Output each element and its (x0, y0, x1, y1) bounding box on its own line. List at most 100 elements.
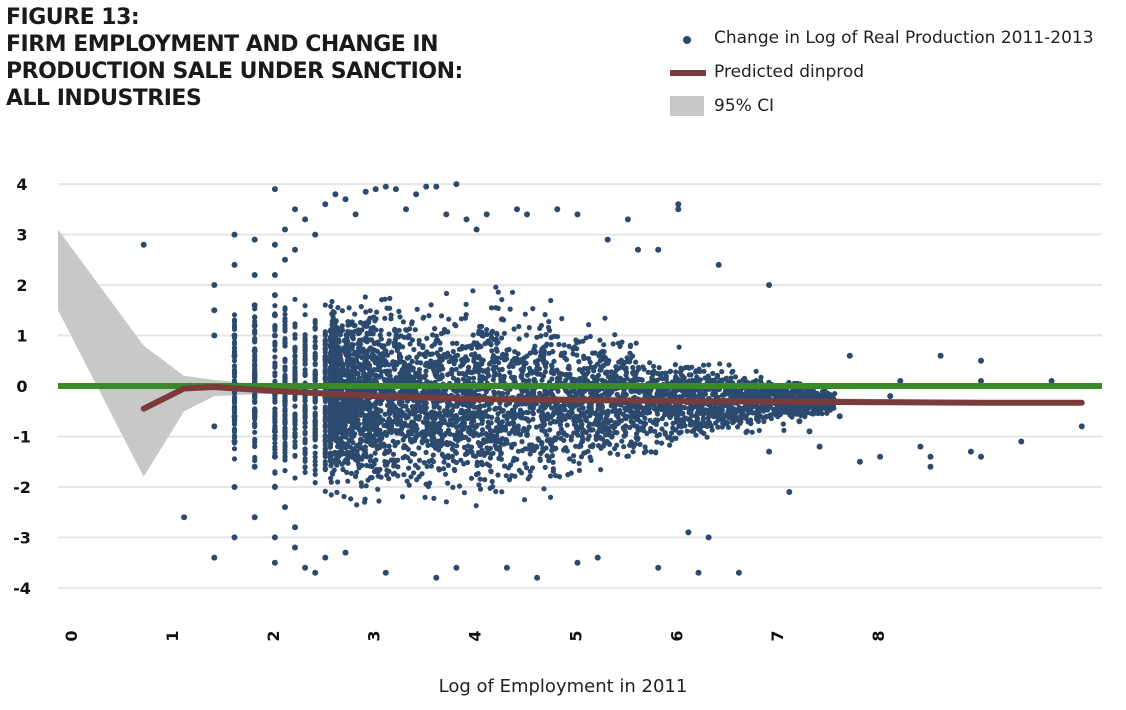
data-point (382, 315, 388, 321)
data-point (561, 342, 567, 348)
data-point (601, 354, 607, 360)
data-point (742, 406, 748, 412)
data-point (556, 419, 563, 425)
data-point (338, 327, 344, 333)
data-point (700, 419, 706, 425)
data-point (355, 341, 361, 347)
data-point (610, 341, 616, 347)
data-point (624, 355, 630, 361)
data-point (367, 475, 373, 481)
data-point (384, 423, 390, 429)
data-point (652, 378, 658, 384)
data-point (435, 337, 441, 343)
data-point (390, 438, 396, 444)
data-point (635, 364, 642, 370)
data-point (782, 388, 788, 394)
data-point (328, 450, 334, 456)
data-point (583, 371, 590, 377)
data-point (621, 444, 627, 450)
data-point (302, 347, 308, 353)
data-point (603, 432, 609, 438)
data-point (365, 405, 371, 411)
data-point (322, 414, 328, 420)
data-point (546, 319, 552, 325)
data-point (447, 431, 453, 437)
data-point (432, 326, 438, 332)
data-point (360, 337, 366, 343)
data-point (350, 421, 356, 428)
data-point (382, 451, 388, 457)
data-point (642, 415, 648, 421)
data-point (607, 391, 613, 397)
data-point (375, 339, 381, 345)
data-point (445, 454, 452, 461)
data-point (481, 437, 487, 443)
data-point (272, 440, 278, 446)
data-point (410, 377, 417, 383)
data-point (272, 363, 278, 369)
data-point (749, 429, 755, 435)
data-point (393, 417, 399, 423)
data-point (787, 390, 793, 396)
data-point (336, 428, 342, 434)
data-point (345, 319, 351, 325)
data-point (252, 458, 258, 464)
data-point (282, 412, 288, 419)
data-point (459, 416, 465, 422)
data-point (512, 349, 518, 355)
data-point (384, 377, 390, 383)
data-point (612, 429, 618, 435)
data-point (523, 332, 530, 338)
data-point (432, 388, 438, 394)
data-point (461, 490, 467, 496)
data-point (411, 346, 417, 353)
data-point (630, 364, 636, 371)
data-point (720, 412, 726, 418)
data-point (714, 373, 721, 379)
data-point (302, 464, 308, 471)
data-point (384, 467, 390, 473)
data-point (400, 455, 406, 461)
data-point (376, 498, 382, 504)
data-point (330, 355, 336, 362)
data-point (641, 450, 648, 456)
data-point (701, 362, 707, 368)
data-point (583, 335, 589, 341)
data-point (419, 471, 425, 477)
data-point (673, 369, 679, 375)
data-point (456, 370, 462, 377)
data-point (542, 369, 549, 375)
data-point (405, 423, 411, 429)
data-point (312, 462, 318, 468)
data-point (322, 459, 328, 465)
data-point (312, 417, 318, 423)
data-point (330, 459, 336, 465)
data-point (312, 450, 318, 456)
data-point (439, 451, 445, 457)
data-point (597, 427, 603, 433)
data-point (472, 341, 478, 347)
data-point (292, 439, 298, 445)
data-point (449, 357, 455, 363)
data-point (372, 450, 378, 456)
data-point (452, 436, 458, 442)
data-point (453, 388, 459, 394)
data-point (443, 290, 450, 297)
data-point (796, 406, 802, 413)
data-point (391, 427, 397, 434)
data-point (456, 483, 463, 489)
data-point (719, 369, 725, 375)
data-point (556, 430, 562, 436)
data-point (493, 284, 499, 290)
data-point (831, 405, 837, 411)
data-point (373, 327, 379, 333)
data-point (358, 412, 364, 418)
data-point (423, 449, 429, 455)
data-point (386, 443, 392, 449)
data-point (252, 369, 258, 375)
data-point (252, 339, 258, 345)
chart-legend: Change in Log of Real Production 2011-20… (668, 26, 1118, 128)
data-point (503, 402, 509, 408)
data-point (440, 466, 447, 472)
data-point (463, 312, 469, 318)
